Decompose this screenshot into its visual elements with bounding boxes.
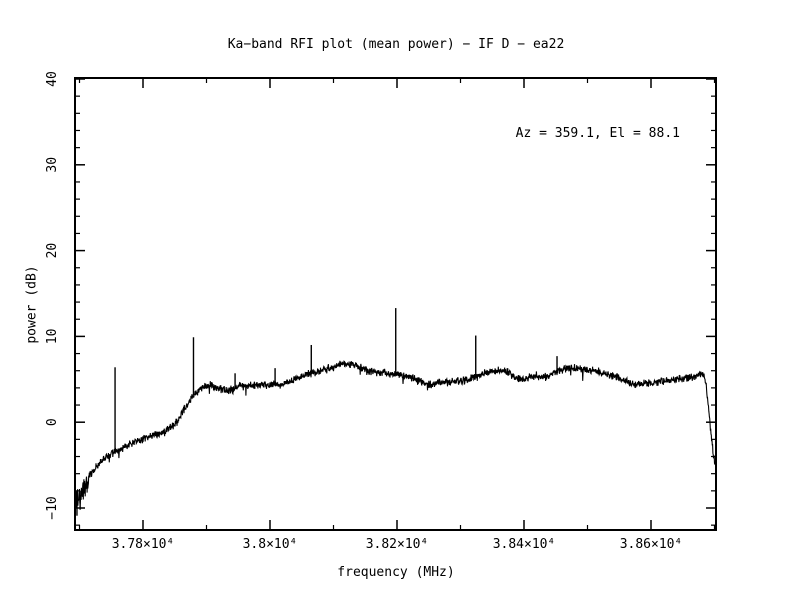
svg-text:3.84×10⁴: 3.84×10⁴ (493, 537, 556, 552)
svg-text:−10: −10 (45, 496, 60, 519)
trace-line (74, 360, 717, 508)
plot-frame (74, 77, 717, 531)
svg-text:10: 10 (45, 329, 60, 345)
svg-text:3.78×10⁴: 3.78×10⁴ (112, 537, 175, 552)
plot-title: Ka−band RFI plot (mean power) − IF D − e… (227, 37, 565, 52)
svg-text:0: 0 (45, 418, 60, 426)
svg-text:30: 30 (45, 157, 60, 173)
az-el-annotation: Az = 359.1, El = 88.1 (515, 126, 680, 141)
svg-text:40: 40 (45, 71, 60, 87)
y-ticks (75, 78, 716, 526)
x-axis-label: frequency (MHz) (337, 565, 455, 580)
svg-text:3.82×10⁴: 3.82×10⁴ (366, 537, 429, 552)
svg-text:20: 20 (45, 243, 60, 259)
x-ticks (78, 78, 716, 530)
svg-text:3.8×10⁴: 3.8×10⁴ (243, 537, 298, 552)
svg-text:3.86×10⁴: 3.86×10⁴ (620, 537, 683, 552)
y-tick-labels: −10 0 10 20 30 40 (45, 71, 60, 520)
rfi-spikes (76, 308, 558, 516)
x-tick-labels: 3.78×10⁴ 3.8×10⁴ 3.82×10⁴ 3.84×10⁴ 3.86×10⁴ (112, 537, 683, 552)
